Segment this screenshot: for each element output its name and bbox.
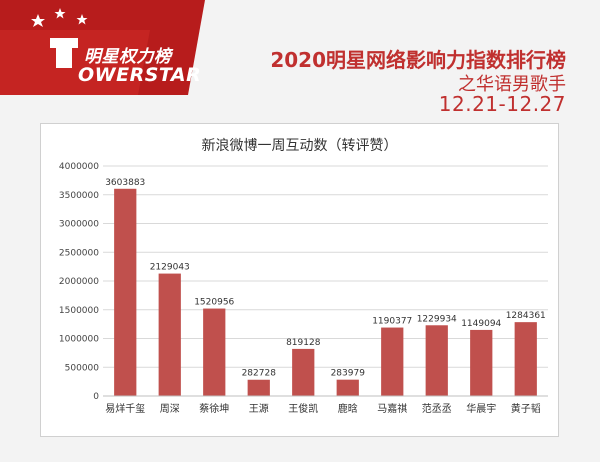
chart-panel: 新浪微博一周互动数（转评赞） 0 500000 1000000 1500000 20000… [40,123,559,437]
data-label: 1149094 [461,319,501,329]
x-tick-label: 王源 [249,402,269,415]
y-tick-label: 500000 [65,363,100,373]
bar [247,379,270,396]
x-tick-label: 周深 [160,403,180,415]
x-tick-label: 蔡徐坤 [199,402,229,415]
y-tick-label: 3000000 [59,220,99,230]
fist-icon [50,38,78,68]
y-tick-label: 3500000 [59,191,99,201]
powerstar-logo: 明星权力榜 OWERSTAR [0,0,230,100]
logo-text-en: OWERSTAR [78,64,202,86]
bar [158,273,181,396]
x-tick-label: 易烊千玺 [105,402,145,415]
bar-chart: 新浪微博一周互动数（转评赞） 0 500000 1000000 1500000 20000… [59,137,548,415]
data-label: 283979 [331,369,366,379]
bar [203,308,226,396]
x-tick-label: 华晨宇 [466,402,496,415]
bar [514,322,537,396]
x-tick-label: 黄子韬 [511,402,541,415]
x-tick-label: 王俊凯 [288,402,318,415]
bar [381,327,404,396]
y-tick-label: 2000000 [59,277,99,287]
logo-badge-shape [0,0,205,95]
y-tick-label: 0 [93,392,99,402]
bar [114,188,137,396]
y-tick-label: 4000000 [59,162,99,172]
y-tick-label: 1500000 [59,306,99,316]
x-tick-label: 马嘉祺 [377,402,407,415]
bar [470,329,493,396]
star-icon [31,14,45,27]
bar [425,325,448,396]
bar [292,348,315,396]
star-icon [76,14,88,25]
data-label: 2129043 [150,263,190,273]
data-label: 819128 [286,338,321,348]
chart-title: 新浪微博一周互动数（转评赞） [202,137,398,154]
date-range: 12.21-12.27 [438,92,566,116]
x-tick-label: 范丞丞 [422,402,452,415]
y-tick-label: 1000000 [59,335,99,345]
star-icon [54,8,66,19]
logo-text-cn: 明星权力榜 [84,47,172,67]
page-title: 2020明星网络影响力指数排行榜 [270,48,566,72]
x-tick-label: 鹿晗 [338,402,358,415]
data-label: 1520956 [194,298,234,308]
data-label: 3603883 [105,178,145,188]
page-subtitle: 之华语男歌手 [458,74,566,95]
data-label: 1190377 [372,317,412,327]
data-label: 1229934 [417,314,457,324]
bar [336,379,359,396]
y-tick-label: 2500000 [59,248,99,258]
data-label: 1284361 [506,311,546,321]
data-label: 282728 [242,369,277,379]
